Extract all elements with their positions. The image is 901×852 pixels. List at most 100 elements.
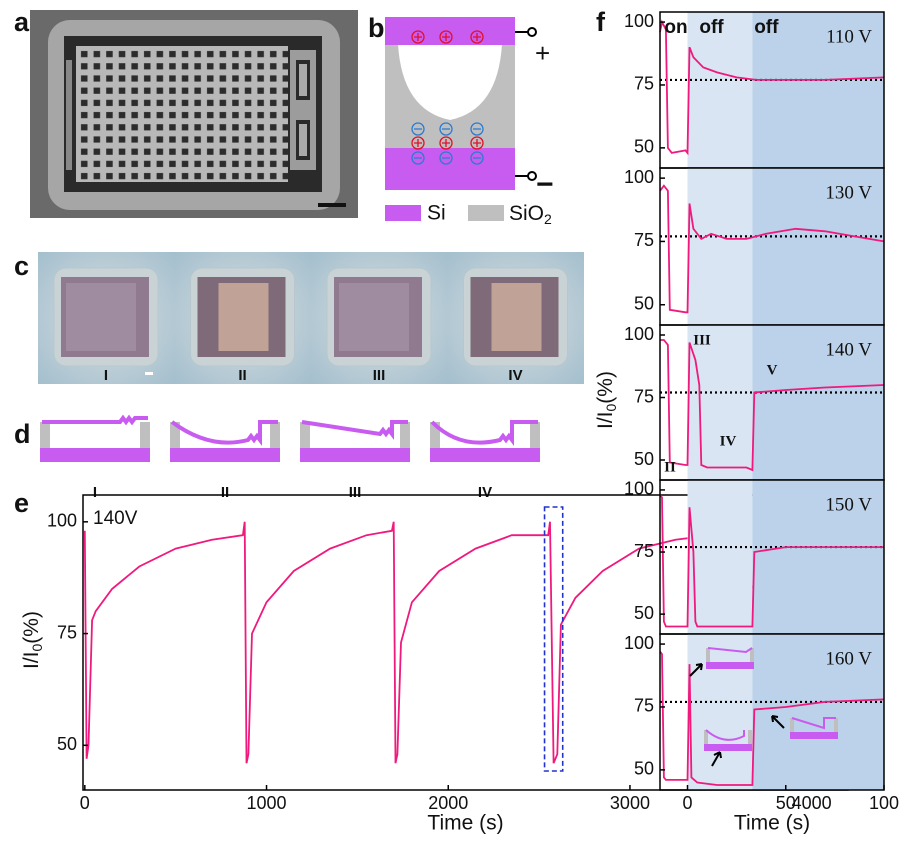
y-label-unit: (%) bbox=[20, 611, 43, 644]
phase-label: on bbox=[664, 17, 687, 38]
y-tick-label: 75 bbox=[634, 696, 654, 716]
sio2-wall bbox=[430, 422, 440, 448]
state-label: III bbox=[693, 332, 711, 348]
panel-label: c bbox=[14, 251, 29, 281]
state-diagram: I bbox=[40, 414, 150, 501]
y-label-unit: (%) bbox=[594, 371, 617, 404]
legend-text: SiO bbox=[509, 202, 544, 225]
panel-label: d bbox=[14, 419, 31, 449]
y-tick-label: 75 bbox=[634, 74, 654, 94]
terminal-label: − bbox=[536, 168, 554, 201]
x-axis-label: Time (s) bbox=[734, 812, 810, 835]
y-tick-label: 100 bbox=[624, 633, 654, 653]
state-label: I bbox=[104, 367, 108, 384]
inset-wall bbox=[704, 730, 708, 744]
plot-frame bbox=[659, 633, 885, 791]
phase-band bbox=[752, 480, 884, 634]
si-beam bbox=[42, 414, 148, 426]
y-tick-label: 75 bbox=[57, 622, 77, 642]
si-substrate bbox=[430, 448, 540, 462]
phase-band bbox=[752, 634, 884, 790]
phase-band bbox=[687, 325, 753, 480]
y-tick-label: 100 bbox=[624, 167, 654, 187]
y-tick-label: 100 bbox=[47, 511, 77, 531]
phase-band bbox=[752, 12, 884, 168]
phase-band bbox=[687, 12, 753, 168]
sio2-wall bbox=[170, 422, 180, 448]
state-label: I bbox=[93, 484, 97, 501]
voltage-label: 160 V bbox=[825, 648, 872, 669]
legend-label: SiO2 bbox=[509, 202, 552, 227]
chip-plate bbox=[218, 283, 269, 351]
data-line bbox=[659, 651, 885, 786]
y-tick-label: 50 bbox=[634, 759, 654, 779]
si-substrate bbox=[170, 448, 280, 462]
inset-wall bbox=[750, 648, 754, 662]
arrow bbox=[689, 663, 785, 767]
state-label: II bbox=[664, 459, 676, 475]
phase-band bbox=[687, 634, 753, 790]
chip-plate bbox=[339, 283, 409, 351]
state-diagrams: I II III IV bbox=[40, 414, 540, 501]
inset-wall bbox=[834, 718, 838, 732]
y-tick-label: 100 bbox=[624, 11, 654, 31]
electrode-diagram bbox=[385, 17, 537, 221]
x-tick-label: 2000 bbox=[428, 793, 468, 813]
inset-wall bbox=[790, 718, 794, 732]
state-label: V bbox=[767, 362, 778, 378]
y-label-text: I/I bbox=[594, 411, 617, 429]
x-tick-label: 0 bbox=[683, 793, 693, 813]
x-tick-label: 1000 bbox=[247, 793, 287, 813]
sio2-wall bbox=[40, 422, 50, 448]
panel-label: e bbox=[14, 488, 29, 518]
inset bbox=[704, 729, 752, 751]
phase-band bbox=[687, 480, 753, 634]
x-tick-label: 0 bbox=[80, 793, 90, 813]
inset bbox=[706, 647, 754, 669]
sio2-wall bbox=[270, 422, 280, 448]
si-beam bbox=[170, 420, 278, 446]
y-tick-label: 75 bbox=[634, 386, 654, 406]
state-label: IV bbox=[508, 367, 522, 384]
data-line bbox=[659, 494, 884, 628]
inset-beam bbox=[705, 729, 745, 741]
state-diagram: IV bbox=[430, 420, 540, 501]
state-diagram: II bbox=[170, 420, 280, 501]
optical-images: I II III IV bbox=[38, 252, 584, 384]
state-label: IV bbox=[478, 484, 492, 501]
si-beam bbox=[430, 420, 538, 446]
y-tick-label: 50 bbox=[634, 603, 654, 623]
y-label-text: I/I bbox=[20, 651, 43, 669]
inset-wall bbox=[748, 730, 752, 744]
inset-diagrams bbox=[689, 647, 838, 767]
data-line bbox=[659, 19, 885, 156]
y-tick-label: 75 bbox=[634, 230, 654, 250]
data-line bbox=[660, 339, 885, 472]
phase-label: off bbox=[754, 17, 779, 38]
y-tick-label: 50 bbox=[634, 449, 654, 469]
state-label: II bbox=[221, 484, 229, 501]
phase-band bbox=[752, 168, 884, 325]
state-label: IV bbox=[720, 433, 737, 449]
y-tick-label: 50 bbox=[634, 137, 654, 157]
y-axis-label: I/I0(%) bbox=[594, 371, 619, 429]
highlight-box bbox=[543, 506, 564, 772]
state-diagram: III bbox=[300, 420, 410, 501]
x-tick-label: 100 bbox=[869, 793, 899, 813]
y-tick-label: 100 bbox=[624, 479, 654, 499]
panel-label: f bbox=[596, 7, 606, 37]
inset-beam bbox=[791, 717, 836, 730]
inset-wall bbox=[706, 648, 710, 662]
x-tick-label: 3000 bbox=[610, 793, 650, 813]
state-label: II bbox=[238, 367, 246, 384]
sio2-wall bbox=[400, 422, 410, 448]
y-tick-label: 50 bbox=[634, 293, 654, 313]
y-label-subscript: 0 bbox=[29, 643, 45, 651]
voltage-label: 130 V bbox=[825, 182, 872, 203]
inset-substrate bbox=[704, 744, 752, 751]
voltage-label: 150 V bbox=[825, 494, 872, 515]
y-axis-label: I/I0(%) bbox=[20, 611, 45, 669]
si-substrate bbox=[300, 448, 410, 462]
panel-label: b bbox=[368, 13, 385, 43]
voltage-label: 140 V bbox=[825, 339, 872, 360]
